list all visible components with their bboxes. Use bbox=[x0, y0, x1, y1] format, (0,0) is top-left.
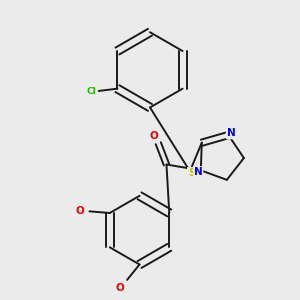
Text: S: S bbox=[188, 168, 195, 178]
Text: O: O bbox=[75, 206, 84, 216]
Text: O: O bbox=[116, 284, 124, 293]
Text: O: O bbox=[150, 131, 159, 141]
Text: N: N bbox=[226, 128, 236, 138]
Text: Cl: Cl bbox=[86, 87, 96, 96]
Text: N: N bbox=[194, 167, 203, 177]
